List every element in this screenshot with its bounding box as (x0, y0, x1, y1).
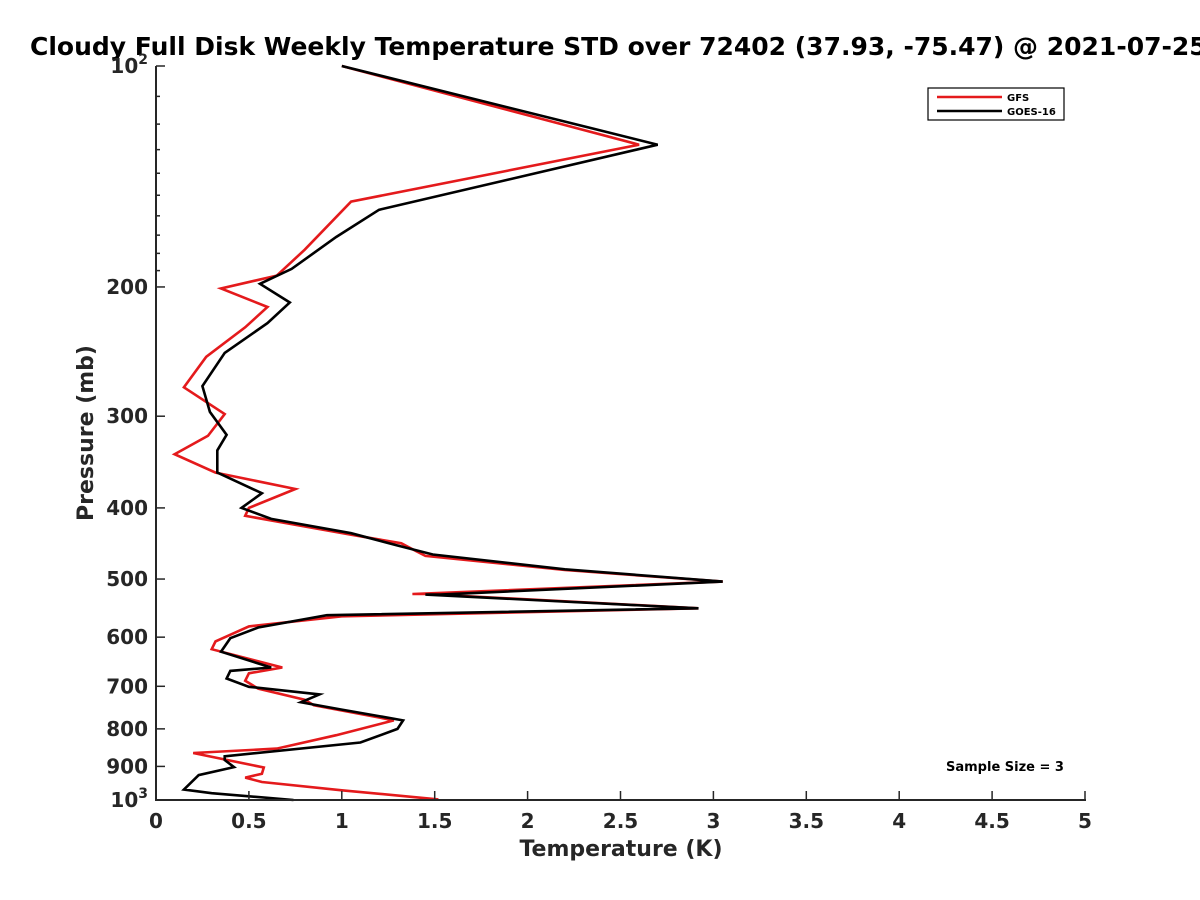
legend: GFS GOES-16 (927, 87, 1065, 121)
y-tick-label: 600 (106, 625, 148, 649)
x-axis-ticks: 0 0.5 1 1.5 2 2.5 3 3.5 4 4.5 5 (149, 791, 1092, 833)
y-tick-label: 300 (106, 404, 148, 428)
legend-entry-goes16: GOES-16 (1007, 107, 1056, 118)
series-line-gfs (171, 64, 723, 801)
x-tick-label: 2 (521, 809, 535, 833)
plot-area (171, 64, 723, 802)
y-tick-label: 400 (106, 496, 148, 520)
x-tick-label: 3 (706, 809, 720, 833)
x-axis-label: Temperature (K) (519, 837, 722, 862)
y-tick-label: 800 (106, 717, 148, 741)
sample-size-annotation: Sample Size = 3 (946, 760, 1064, 775)
x-tick-label: 1.5 (417, 809, 452, 833)
y-tick-label: 102 (110, 52, 148, 78)
x-tick-label: 3.5 (789, 809, 824, 833)
x-tick-label: 2.5 (603, 809, 638, 833)
y-tick-label: 200 (106, 275, 148, 299)
y-tick-label: 500 (106, 567, 148, 591)
x-tick-label: 4.5 (974, 809, 1009, 833)
y-tick-label: 900 (106, 754, 148, 778)
x-tick-label: 4 (892, 809, 906, 833)
legend-entry-gfs: GFS (1007, 93, 1029, 104)
y-axis-ticks: 102 200 300 400 500 600 700 800 900 103 (106, 52, 165, 812)
y-axis-label: Pressure (mb) (74, 345, 99, 521)
x-tick-label: 0 (149, 809, 163, 833)
y-tick-label: 700 (106, 674, 148, 698)
x-tick-label: 1 (335, 809, 349, 833)
x-tick-label: 0.5 (231, 809, 266, 833)
chart-title: Cloudy Full Disk Weekly Temperature STD … (30, 32, 1200, 61)
series-line-goes16 (181, 64, 723, 802)
legend-box (927, 87, 1065, 121)
x-tick-label: 5 (1078, 809, 1092, 833)
y-tick-label: 103 (110, 786, 148, 812)
